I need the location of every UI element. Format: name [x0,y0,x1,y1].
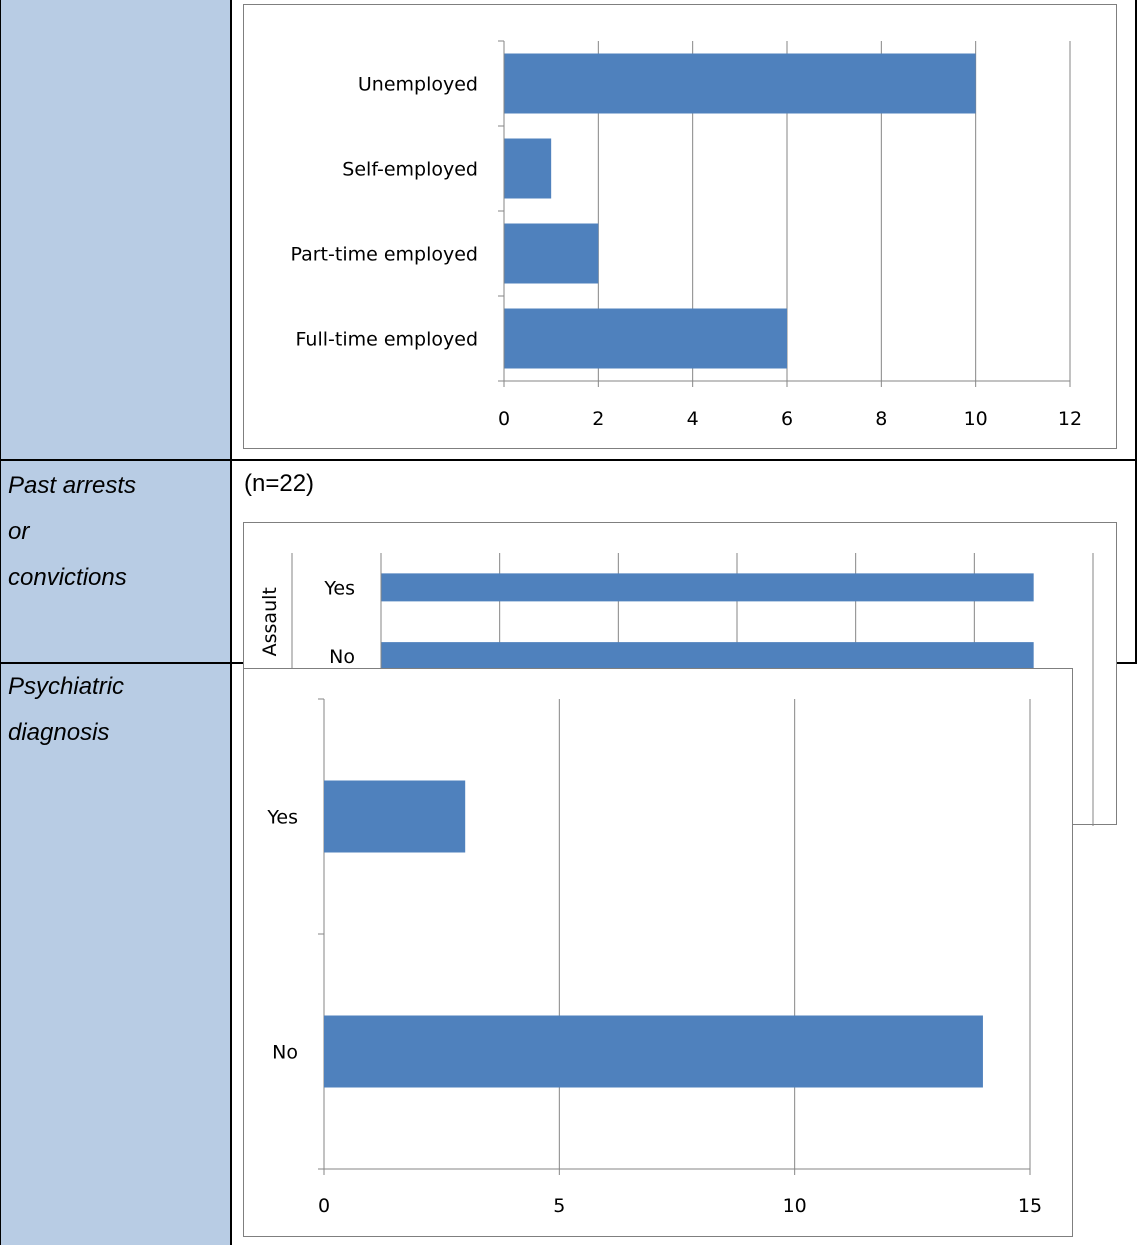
label-cell-employment [0,0,231,460]
category-label: Unemployed [358,74,478,96]
bar [324,1015,983,1088]
bar [504,53,976,114]
row-label-line: diagnosis [8,719,110,746]
row-label-line: or [8,518,30,545]
category-label: No [272,1042,298,1064]
bar [381,573,1034,602]
row-label-arrests: Past arrests or convictions [8,463,228,601]
row-label-line: Past arrests [8,472,137,499]
x-tick-label: 5 [553,1195,565,1217]
x-tick-label: 0 [318,1195,330,1217]
table-border-right [1135,0,1137,664]
row-label-line: convictions [8,564,127,591]
x-tick-label: 10 [783,1195,807,1217]
x-tick-label: 6 [781,408,793,430]
group-label: Assault [259,587,281,656]
bar [504,138,552,199]
x-tick-label: 10 [964,408,988,430]
category-label: Yes [266,807,298,829]
label-cell-psychiatric [0,664,231,1245]
row-label-psychiatric: Psychiatric diagnosis [8,664,228,756]
x-tick-label: 2 [592,408,604,430]
x-tick-label: 15 [1018,1195,1042,1217]
category-label: Self-employed [342,159,478,181]
bar [504,223,599,284]
category-label: Full-time employed [296,329,478,351]
row-label-line: Psychiatric [8,673,125,700]
table-row-separator-1 [0,459,1137,461]
x-tick-label: 8 [875,408,887,430]
category-label: No [329,646,355,668]
employment-chart-frame: 0 2 4 6 8 10 12 Unemployed Self-employed Part-tim… [243,4,1117,449]
bar [324,780,466,853]
x-tick-label: 0 [498,408,510,430]
bar [381,642,1034,671]
category-label: Part-time employed [291,244,479,266]
psychiatric-chart-frame: 0 5 10 15 Yes No [243,668,1073,1237]
table-border-divider [230,0,232,1245]
x-tick-label: 12 [1058,408,1082,430]
employment-chart: 0 2 4 6 8 10 12 Unemployed Self-employed Part-tim… [291,40,1082,430]
psychiatric-chart: 0 5 10 15 Yes No [266,698,1042,1217]
sample-size-note: (n=22) [244,470,315,497]
label-cell-arrests [0,461,231,664]
x-tick-label: 4 [687,408,699,430]
table-border-left [0,0,1,1245]
bar [504,308,787,369]
category-label: Yes [323,577,355,599]
